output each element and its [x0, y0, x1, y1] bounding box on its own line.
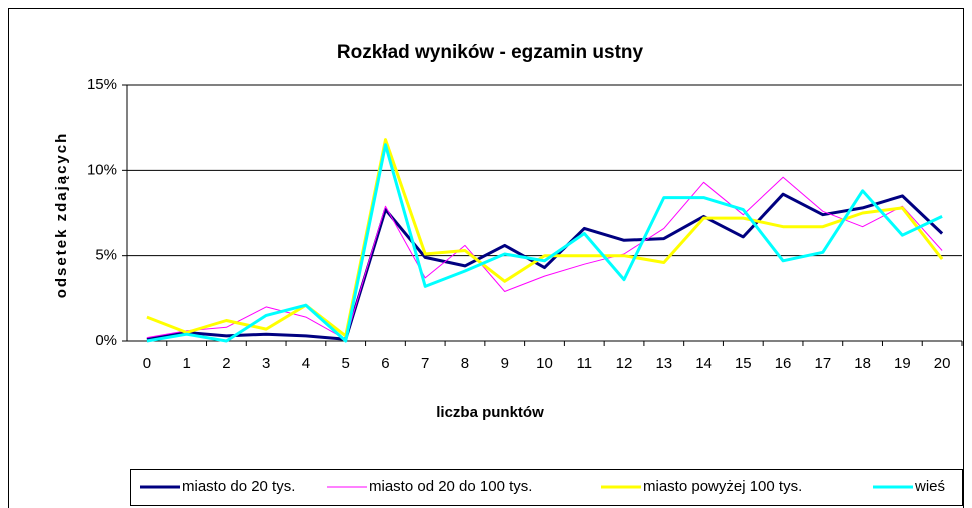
x-tick-label: 5: [342, 355, 350, 372]
x-tick-label: 9: [501, 355, 509, 372]
x-tick-label: 0: [143, 355, 151, 372]
x-tick-label: 13: [655, 355, 672, 372]
x-tick-label: 11: [576, 355, 592, 372]
series-line: [146, 138, 944, 338]
chart-frame: [8, 8, 964, 508]
series-line: [146, 192, 944, 341]
x-tick-label: 20: [934, 355, 951, 372]
legend-label: miasto do 20 tys.: [182, 478, 295, 495]
series-line: [146, 143, 943, 343]
y-tick-label: 0%: [95, 332, 117, 349]
y-tick-label: 5%: [95, 247, 117, 264]
legend-box: [130, 469, 963, 506]
legend-label: miasto od 20 do 100 tys.: [369, 478, 532, 495]
legend-label: miasto powyżej 100 tys.: [643, 478, 802, 495]
x-tick-label: 6: [381, 355, 389, 372]
legend-label: wieś: [914, 478, 945, 495]
x-tick-label: 18: [854, 355, 871, 372]
x-tick-label: 3: [262, 355, 270, 372]
x-tick-label: 14: [695, 355, 712, 372]
y-axis-title: odsetek zdających: [53, 132, 70, 299]
series-line: [146, 176, 943, 340]
x-tick-label: 1: [182, 355, 190, 372]
x-tick-label: 17: [814, 355, 831, 372]
x-tick-label: 4: [302, 355, 310, 372]
x-tick-label: 8: [461, 355, 469, 372]
x-tick-label: 16: [775, 355, 792, 372]
x-tick-label: 15: [735, 355, 752, 372]
x-tick-label: 19: [894, 355, 911, 372]
chart-title: Rozkład wyników - egzamin ustny: [337, 42, 644, 63]
x-tick-label: 10: [536, 355, 553, 372]
x-axis-title: liczba punktów: [436, 404, 544, 421]
x-tick-label: 2: [222, 355, 230, 372]
x-tick-label: 7: [421, 355, 429, 372]
y-tick-label: 15%: [87, 76, 117, 93]
x-tick-label: 12: [616, 355, 633, 372]
y-tick-label: 10%: [87, 161, 117, 178]
